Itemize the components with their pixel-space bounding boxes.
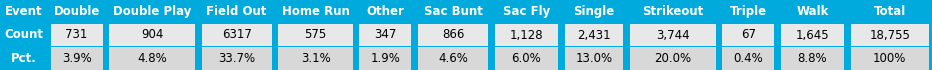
Text: 904: 904 <box>141 28 163 42</box>
Text: 3.9%: 3.9% <box>62 52 91 65</box>
Bar <box>109 0 195 23</box>
Text: 67: 67 <box>741 28 756 42</box>
Text: 731: 731 <box>65 28 88 42</box>
Bar <box>495 47 558 70</box>
Bar <box>630 24 716 46</box>
Bar <box>360 47 411 70</box>
Text: 1.9%: 1.9% <box>371 52 401 65</box>
Bar <box>565 47 624 70</box>
Bar <box>418 0 488 23</box>
Text: Double Play: Double Play <box>113 5 191 18</box>
Text: Count: Count <box>4 28 43 42</box>
Text: 18,755: 18,755 <box>870 28 911 42</box>
Bar <box>201 47 271 70</box>
Bar <box>495 0 558 23</box>
Text: 33.7%: 33.7% <box>218 52 255 65</box>
Bar <box>851 0 928 23</box>
Text: Walk: Walk <box>796 5 829 18</box>
Bar <box>722 24 774 46</box>
Text: 6317: 6317 <box>222 28 252 42</box>
Bar <box>279 24 353 46</box>
Text: 1,128: 1,128 <box>510 28 543 42</box>
Bar <box>279 47 353 70</box>
Text: Event: Event <box>5 5 43 18</box>
Text: Strikeout: Strikeout <box>642 5 704 18</box>
Text: 0.4%: 0.4% <box>733 52 763 65</box>
Text: 100%: 100% <box>873 52 907 65</box>
Bar <box>630 47 716 70</box>
Bar <box>418 24 488 46</box>
Text: Triple: Triple <box>730 5 767 18</box>
Bar <box>201 24 271 46</box>
Text: Sac Bunt: Sac Bunt <box>424 5 483 18</box>
Bar <box>565 24 624 46</box>
Text: Total: Total <box>873 5 906 18</box>
Bar <box>50 47 103 70</box>
Text: Other: Other <box>366 5 404 18</box>
Bar <box>630 0 716 23</box>
Bar <box>722 47 774 70</box>
Bar <box>360 24 411 46</box>
Text: 4.8%: 4.8% <box>137 52 167 65</box>
Text: 3,744: 3,744 <box>656 28 690 42</box>
Text: Sac Fly: Sac Fly <box>502 5 550 18</box>
Text: 4.6%: 4.6% <box>438 52 468 65</box>
Bar <box>201 0 271 23</box>
Bar <box>50 24 103 46</box>
Text: 8.8%: 8.8% <box>798 52 828 65</box>
Text: 1,645: 1,645 <box>796 28 829 42</box>
Text: 575: 575 <box>305 28 327 42</box>
Text: Double: Double <box>53 5 100 18</box>
Bar <box>781 47 844 70</box>
Text: 6.0%: 6.0% <box>512 52 541 65</box>
Bar <box>360 0 411 23</box>
Text: 3.1%: 3.1% <box>301 52 331 65</box>
Text: 866: 866 <box>442 28 464 42</box>
Bar <box>4 0 44 23</box>
Text: 2,431: 2,431 <box>577 28 610 42</box>
Bar <box>781 0 844 23</box>
Bar <box>851 24 928 46</box>
Text: 20.0%: 20.0% <box>654 52 692 65</box>
Bar <box>781 24 844 46</box>
Bar <box>565 0 624 23</box>
Text: Pct.: Pct. <box>11 52 36 65</box>
Text: Single: Single <box>573 5 614 18</box>
Bar <box>495 24 558 46</box>
Text: 347: 347 <box>375 28 397 42</box>
Bar <box>4 47 44 70</box>
Text: Home Run: Home Run <box>281 5 350 18</box>
Bar <box>722 0 774 23</box>
Bar <box>109 47 195 70</box>
Bar <box>4 24 44 46</box>
Bar <box>50 0 103 23</box>
Bar <box>418 47 488 70</box>
Text: Field Out: Field Out <box>207 5 267 18</box>
Bar <box>109 24 195 46</box>
Bar <box>279 0 353 23</box>
Bar <box>851 47 928 70</box>
Text: 13.0%: 13.0% <box>575 52 612 65</box>
